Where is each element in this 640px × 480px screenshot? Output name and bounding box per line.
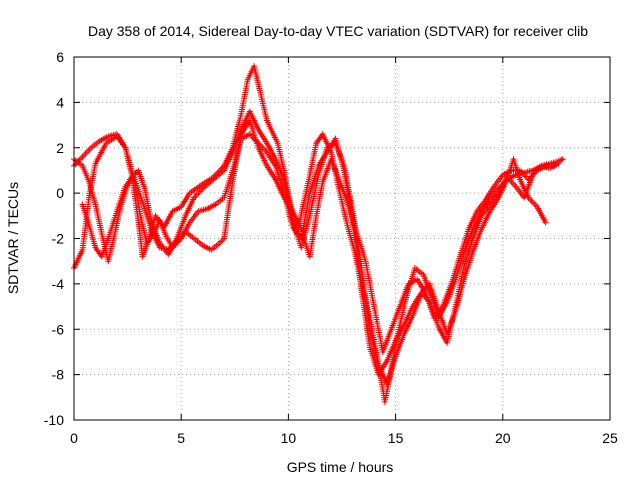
chart-title: Day 358 of 2014, Sidereal Day-to-day VTE… [88, 23, 588, 39]
y-tick-label: 0 [56, 185, 64, 201]
y-tick-label: 4 [56, 94, 64, 110]
grid-lines [74, 57, 610, 420]
y-tick-label: 6 [56, 49, 64, 65]
y-tick-label: -10 [44, 412, 64, 428]
x-tick-label: 20 [495, 430, 511, 446]
axis-ticks: 0 5 10 15 20 25 -10 -8 -6 -4 -2 0 2 4 6 [44, 49, 618, 446]
y-tick-label: 2 [56, 140, 64, 156]
series-markers [72, 110, 548, 385]
y-axis-title: SDTVAR / TECUs [5, 182, 21, 294]
x-tick-label: 25 [602, 430, 618, 446]
x-tick-label: 5 [177, 430, 185, 446]
series-markers [80, 119, 556, 353]
x-tick-label: 10 [281, 430, 297, 446]
x-tick-label: 0 [70, 430, 78, 446]
series-markers [72, 131, 560, 376]
y-tick-label: -6 [52, 321, 65, 337]
x-tick-label: 15 [388, 430, 404, 446]
series-track-4 [79, 117, 558, 355]
y-tick-label: -8 [52, 367, 65, 383]
y-tick-label: -2 [52, 231, 65, 247]
y-tick-label: -4 [52, 276, 65, 292]
x-axis-title: GPS time / hours [287, 459, 394, 475]
